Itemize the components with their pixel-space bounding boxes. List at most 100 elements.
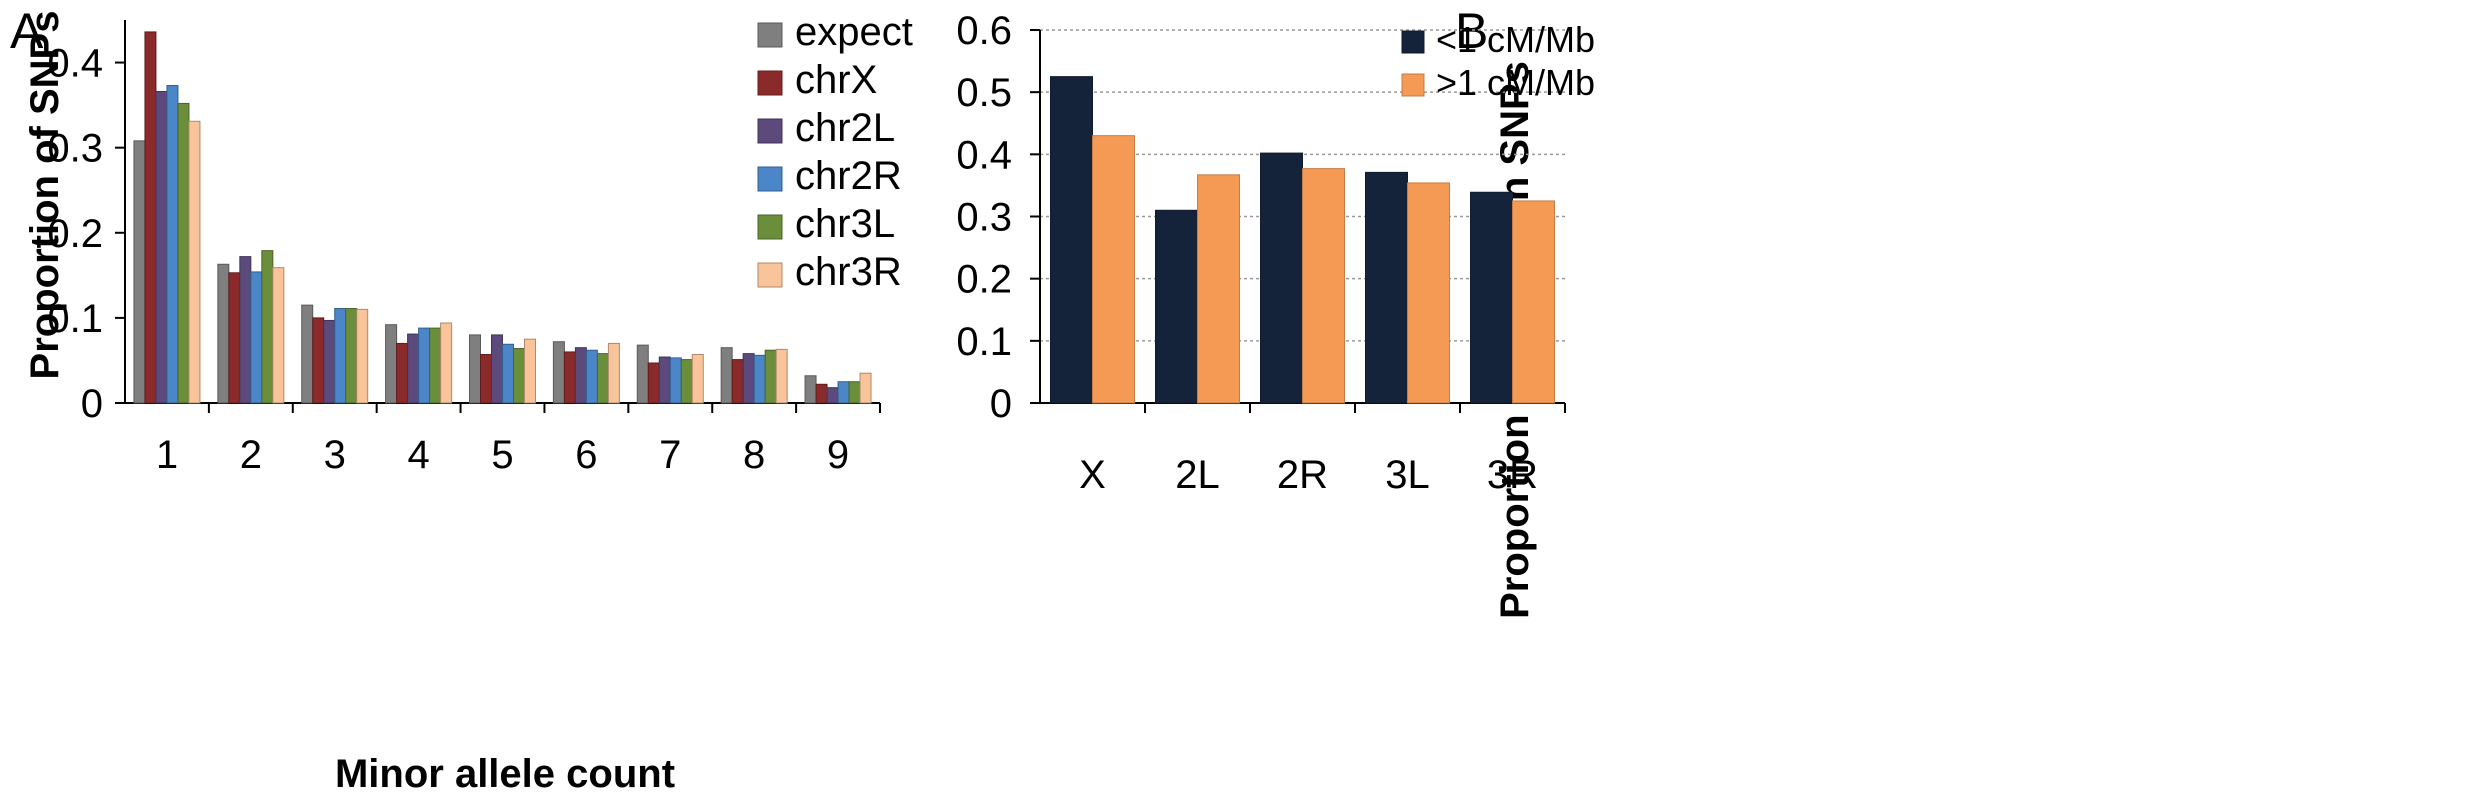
panel-b-x-tick-label: 3R <box>1487 453 1538 497</box>
panel-b-x-tick-label: X <box>1079 453 1106 497</box>
panel-a-bar <box>429 327 442 404</box>
panel-b-legend-label: <1 cM/Mb <box>1436 19 1595 60</box>
panel-a-y-tick-label: 0 <box>81 382 103 426</box>
panel-b-legend-swatch <box>1401 73 1425 97</box>
panel-a-legend-label: expect <box>795 10 913 54</box>
panel-a-bar <box>552 341 565 404</box>
panel-a-bar <box>133 140 146 404</box>
panel-b-y-tick-label: 0.4 <box>956 133 1012 177</box>
panel-a-bar <box>804 375 817 404</box>
panel-a-x-tick-label: 7 <box>659 433 681 477</box>
panel-a-legend-swatch <box>757 70 783 96</box>
panel-a-x-tick-label: 9 <box>827 433 849 477</box>
panel-a-bar-chart: A Proportion of SNPs Minor allele count … <box>10 3 913 796</box>
panel-a-bar <box>607 342 620 404</box>
panel-a-bar <box>188 120 201 404</box>
panel-a-legend-swatch <box>757 214 783 240</box>
panel-a-legend-label: chr3R <box>795 250 902 294</box>
panel-a-bar <box>563 351 576 404</box>
panel-a-legend-swatch <box>757 262 783 288</box>
panel-a-bar <box>720 347 733 404</box>
panel-b-x-tick-label: 2R <box>1277 453 1328 497</box>
panel-a-bar <box>669 357 682 404</box>
panel-a-x-tick-label: 5 <box>491 433 513 477</box>
panel-a-legend-swatch <box>757 166 783 192</box>
panel-a-bar <box>848 381 861 404</box>
panel-a-bar <box>166 85 179 404</box>
panel-a-bar <box>418 327 431 404</box>
panel-a-bar <box>513 348 525 404</box>
panel-b-bar-chart: B Proportion of singleton SNPs 00.10.20.… <box>956 3 1595 619</box>
panel-a-y-axis-label: Proportion of SNPs <box>23 11 67 380</box>
panel-b-y-tick-label: 0 <box>990 382 1012 426</box>
panel-b-bar <box>1092 135 1135 404</box>
panel-a-bar <box>469 334 481 404</box>
panel-a-bar <box>815 383 828 404</box>
panel-a-y-tick-label: 0.4 <box>47 42 103 86</box>
panel-a-bar <box>312 317 325 404</box>
panel-a-bar <box>407 333 420 404</box>
panel-a-bar <box>742 353 755 404</box>
panel-a-letter: A <box>10 3 44 59</box>
panel-a-bar <box>502 343 514 404</box>
panel-a-bar <box>155 90 168 404</box>
panel-b-legend: <1 cM/Mb>1 cM/Mb <box>1401 19 1595 103</box>
panel-b-bar <box>1302 168 1345 404</box>
panel-a-bar <box>647 362 660 404</box>
panel-b-x-tick-label: 2L <box>1175 453 1220 497</box>
panel-a-bar <box>385 324 398 404</box>
panel-b-bar <box>1197 174 1240 404</box>
panel-a-x-tick-label: 1 <box>156 433 178 477</box>
panel-a-bar <box>323 319 336 404</box>
panel-a-bar <box>272 267 285 404</box>
panel-a-bar <box>775 348 788 404</box>
panel-a-bar <box>491 334 503 404</box>
panel-a-legend-swatch <box>757 22 783 48</box>
panel-a-bar <box>177 102 190 404</box>
panel-b-y-tick-label: 0.6 <box>956 9 1012 53</box>
panel-b-bar <box>1155 209 1198 404</box>
panel-a-bar <box>301 304 314 404</box>
panel-b-y-tick-label: 0.2 <box>956 258 1012 302</box>
panel-a-legend-swatch <box>757 118 783 144</box>
panel-a-y-tick-label: 0.2 <box>47 212 103 256</box>
panel-b-bar <box>1260 152 1303 404</box>
panel-b-bar <box>1470 191 1513 404</box>
panel-a-legend-label: chr2L <box>795 106 895 150</box>
panel-b-y-tick-label: 0.5 <box>956 71 1012 115</box>
panel-a-bar <box>356 308 369 404</box>
panel-a-bar <box>658 356 671 404</box>
panel-b-legend-swatch <box>1401 30 1425 54</box>
panel-a-bar <box>144 31 157 404</box>
panel-a-bar <box>859 372 872 404</box>
panel-a-x-tick-label: 4 <box>407 433 429 477</box>
panel-a-bar <box>764 349 777 404</box>
panel-a-bar <box>250 271 263 404</box>
panel-b-y-tick-label: 0.3 <box>956 196 1012 240</box>
panel-a-bar <box>345 308 358 404</box>
panel-a-legend-label: chr3L <box>795 202 895 246</box>
panel-a-bar <box>217 263 230 404</box>
panel-a-bar <box>826 387 839 404</box>
panel-a-x-tick-label: 6 <box>575 433 597 477</box>
panel-a-x-axis-label: Minor allele count <box>335 752 675 796</box>
panel-a-bar <box>837 381 850 404</box>
panel-b-y-tick-label: 0.1 <box>956 320 1012 364</box>
panel-b-bar <box>1407 182 1450 404</box>
panel-a-bar <box>596 353 609 404</box>
panel-a-x-tick-label: 8 <box>743 433 765 477</box>
panel-a-bar <box>396 342 409 404</box>
panel-b-bars <box>1050 76 1555 404</box>
panel-a-x-tick-label: 3 <box>324 433 346 477</box>
panel-a-bar <box>228 272 241 404</box>
panel-a-legend-label: chrX <box>795 58 877 102</box>
panel-a-bar <box>480 353 492 404</box>
panel-a-bar <box>680 359 693 404</box>
panel-a-bar <box>574 347 587 404</box>
panel-a-bar <box>524 338 536 404</box>
panel-a-x-tick-label: 2 <box>240 433 262 477</box>
panel-a-bar <box>585 349 598 404</box>
panel-b-x-tick-label: 3L <box>1385 453 1430 497</box>
